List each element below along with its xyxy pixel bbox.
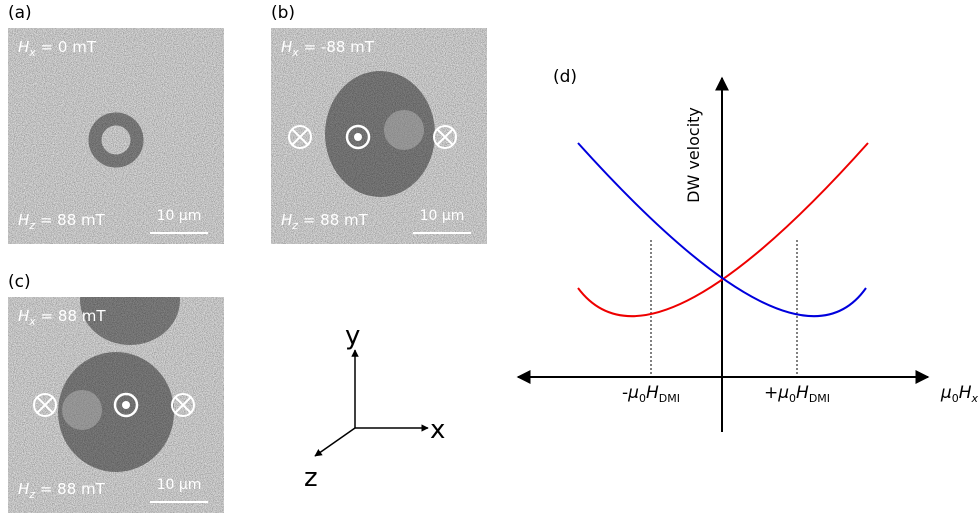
- scale-bar-label: 10 μm: [157, 208, 202, 224]
- field-value: = 88 mT: [35, 211, 106, 229]
- subscript: DMI: [809, 392, 830, 405]
- x-axis-label: μ0Hx: [940, 383, 979, 405]
- field-label: Hz = 88 mT: [18, 211, 106, 232]
- field-value: = 88 mT: [298, 211, 369, 229]
- scale-bar-label: 10 μm: [420, 208, 465, 224]
- mu: μ: [777, 383, 789, 403]
- symbol: H: [18, 307, 29, 325]
- mu: μ: [940, 383, 952, 403]
- marker-label: -μ0HDMI: [622, 383, 680, 405]
- subscript: 0: [639, 392, 646, 405]
- axis-z-label: z: [304, 463, 318, 493]
- blue-curve: [577, 142, 867, 318]
- plot-d: [516, 76, 930, 432]
- image-c: [8, 297, 224, 513]
- field-value: = 88 mT: [35, 480, 106, 498]
- subscript: x: [970, 392, 978, 405]
- symbol: H: [959, 383, 972, 403]
- field-label: Hx = -88 mT: [281, 38, 375, 59]
- subscript: DMI: [659, 392, 680, 405]
- field-label: Hz = 88 mT: [18, 480, 106, 501]
- axes-triad: [314, 349, 429, 457]
- panel-label: (a): [8, 3, 32, 23]
- symbol: H: [18, 211, 29, 229]
- field-value: = 0 mT: [36, 38, 97, 56]
- subscript: x: [291, 46, 299, 59]
- panel-label: (d): [553, 67, 577, 87]
- scale-bar-label: 10 μm: [157, 477, 202, 493]
- subscript: 0: [952, 392, 959, 405]
- field-label: Hx = 0 mT: [18, 38, 97, 59]
- symbol: H: [796, 383, 809, 403]
- panel-label: (b): [271, 3, 295, 23]
- image-b: [271, 28, 487, 244]
- field-value: = 88 mT: [36, 307, 107, 325]
- subscript: x: [28, 46, 36, 59]
- sign: +: [764, 383, 778, 403]
- symbol: H: [18, 38, 29, 56]
- panel-label: (c): [8, 272, 31, 292]
- axis-y-label: y: [345, 321, 360, 351]
- image-a: [8, 28, 224, 244]
- field-label: Hz = 88 mT: [281, 211, 369, 232]
- subscript: 0: [789, 392, 796, 405]
- field-value: = -88 mT: [299, 38, 375, 56]
- sign: -: [622, 383, 628, 403]
- y-axis-label: DW velocity: [684, 107, 703, 203]
- symbol: H: [281, 211, 292, 229]
- axis-x-label: x: [430, 415, 445, 445]
- subscript: z: [28, 488, 35, 501]
- mu: μ: [627, 383, 639, 403]
- field-label: Hx = 88 mT: [18, 307, 106, 328]
- symbol: H: [281, 38, 292, 56]
- subscript: z: [28, 219, 35, 232]
- subscript: z: [291, 219, 298, 232]
- subscript: x: [28, 315, 36, 328]
- symbol: H: [18, 480, 29, 498]
- marker-label: +μ0HDMI: [764, 383, 830, 405]
- red-curve: [577, 142, 869, 318]
- symbol: H: [646, 383, 659, 403]
